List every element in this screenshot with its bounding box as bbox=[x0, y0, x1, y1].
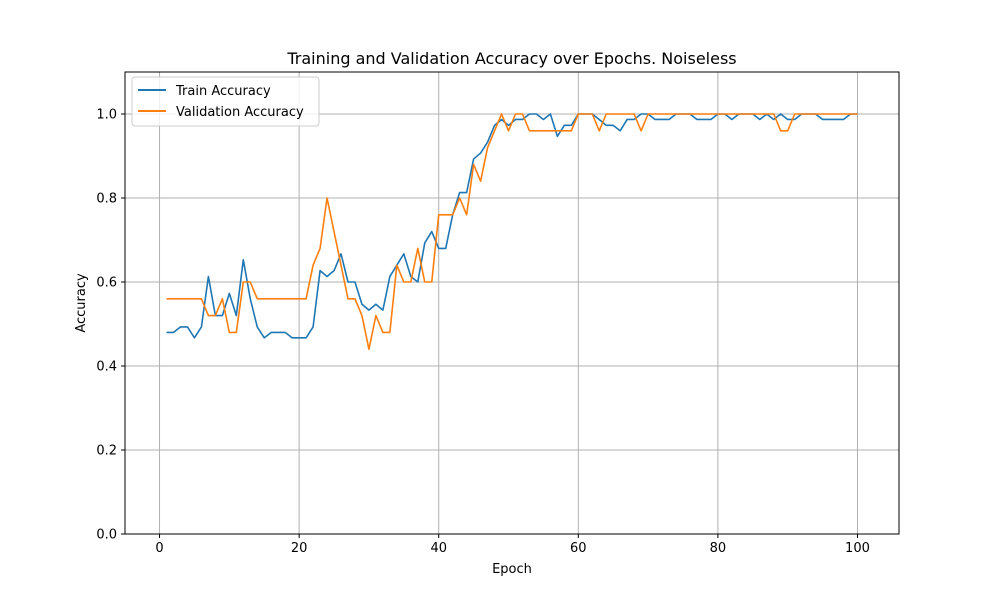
x-tick-label: 0 bbox=[155, 541, 163, 556]
y-tick-label: 0.2 bbox=[96, 444, 117, 459]
x-tick-label: 100 bbox=[845, 541, 870, 556]
y-tick-label: 0.0 bbox=[96, 528, 117, 543]
legend-label-validation: Validation Accuracy bbox=[176, 105, 304, 120]
y-axis-label: Accuracy bbox=[74, 273, 89, 333]
validation-accuracy-line bbox=[166, 113, 858, 351]
y-tick-label: 0.6 bbox=[96, 276, 117, 291]
x-tick-label: 80 bbox=[710, 541, 727, 556]
chart-title: Training and Validation Accuracy over Ep… bbox=[286, 49, 736, 68]
x-tick-label: 20 bbox=[291, 541, 308, 556]
y-tick-label: 0.4 bbox=[96, 360, 117, 375]
plot-frame bbox=[124, 71, 900, 535]
series-lines bbox=[166, 113, 858, 351]
y-axis-ticks: 0.0 0.2 0.4 0.6 0.8 1.0 bbox=[96, 108, 125, 543]
legend-box bbox=[131, 76, 320, 127]
x-tick-label: 60 bbox=[570, 541, 587, 556]
x-axis-ticks: 0 20 40 60 80 100 bbox=[155, 534, 870, 556]
legend: Train Accuracy Validation Accuracy bbox=[131, 76, 320, 127]
y-tick-label: 0.8 bbox=[96, 192, 117, 207]
x-axis-label: Epoch bbox=[492, 562, 532, 577]
y-tick-label: 1.0 bbox=[96, 108, 117, 123]
legend-label-train: Train Accuracy bbox=[175, 84, 271, 99]
x-tick-label: 40 bbox=[430, 541, 447, 556]
